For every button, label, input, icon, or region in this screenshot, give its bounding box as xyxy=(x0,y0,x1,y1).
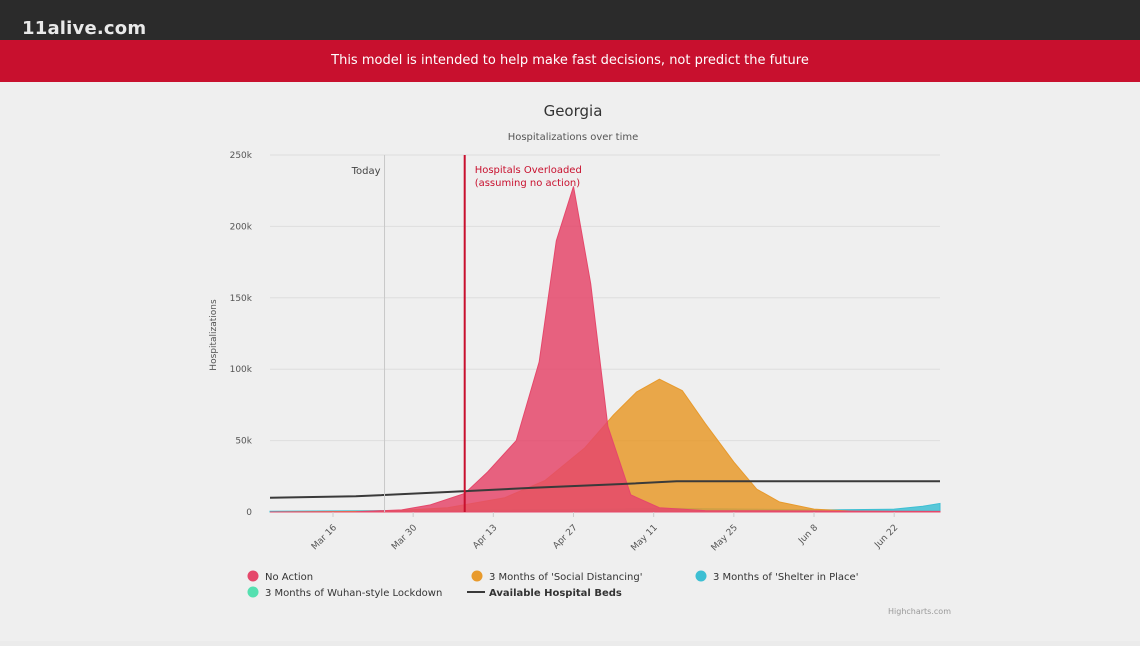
series-lines xyxy=(269,480,940,499)
hospitalizations-chart: Georgia Hospitalizations over time Hospi… xyxy=(209,102,941,599)
overload-label: Hospitals Overloaded xyxy=(475,165,582,176)
x-tick-label: Jun 22 xyxy=(872,523,900,551)
legend-marker xyxy=(247,586,259,598)
y-tick-label: 0 xyxy=(246,508,252,518)
disclaimer-banner: This model is intended to help make fast… xyxy=(0,40,1140,82)
x-tick-label: Mar 16 xyxy=(310,523,339,552)
x-tick-label: Apr 27 xyxy=(551,523,579,551)
plot-lines: Today Hospitals Overloaded (assuming no ac… xyxy=(351,155,582,512)
top-bar: 11alive.com xyxy=(0,0,1140,40)
legend-item-label: 3 Months of Wuhan-style Lockdown xyxy=(265,588,442,599)
legend-marker xyxy=(471,570,483,582)
legend-item-label: 3 Months of 'Social Distancing' xyxy=(489,572,642,583)
chart-title: Georgia xyxy=(544,102,603,120)
site-logo[interactable]: 11alive.com xyxy=(22,18,147,39)
chart-container: Georgia Hospitalizations over time Hospi… xyxy=(0,82,1140,641)
line-hospital-beds xyxy=(269,480,940,499)
y-tick-label: 100k xyxy=(230,365,253,375)
y-axis-label: Hospitalizations xyxy=(209,299,219,371)
x-tick-label: May 11 xyxy=(629,523,659,553)
y-tick-label: 200k xyxy=(230,222,253,232)
legend-marker xyxy=(247,570,259,582)
legend-item-label: Available Hospital Beds xyxy=(489,588,622,599)
today-label: Today xyxy=(351,166,381,177)
chart-subtitle: Hospitalizations over time xyxy=(508,132,639,143)
area-0 xyxy=(269,186,941,513)
x-tick-label: Mar 30 xyxy=(390,523,419,552)
y-tick-label: 250k xyxy=(230,151,253,161)
x-tick-label: May 25 xyxy=(710,523,740,553)
x-axis-ticks: Mar 16 Mar 30 Apr 13 Apr 27 May 11 May 25 Jun … xyxy=(310,512,900,553)
chart-credit[interactable]: Highcharts.com xyxy=(888,607,951,616)
y-tick-label: 50k xyxy=(235,437,252,447)
series-areas xyxy=(269,186,941,513)
legend-marker xyxy=(695,570,707,582)
legend: No Action 3 Months of 'Social Distancing'… xyxy=(247,570,858,599)
y-axis-ticks: 0 50k 100k 150k 200k 250k xyxy=(230,151,253,518)
overload-sublabel: (assuming no action) xyxy=(475,178,581,189)
x-tick-label: Jun 8 xyxy=(796,523,820,547)
legend-item-label: 3 Months of 'Shelter in Place' xyxy=(713,572,858,583)
y-tick-label: 150k xyxy=(230,294,253,304)
x-tick-label: Apr 13 xyxy=(471,523,499,551)
legend-item-label: No Action xyxy=(265,572,313,583)
